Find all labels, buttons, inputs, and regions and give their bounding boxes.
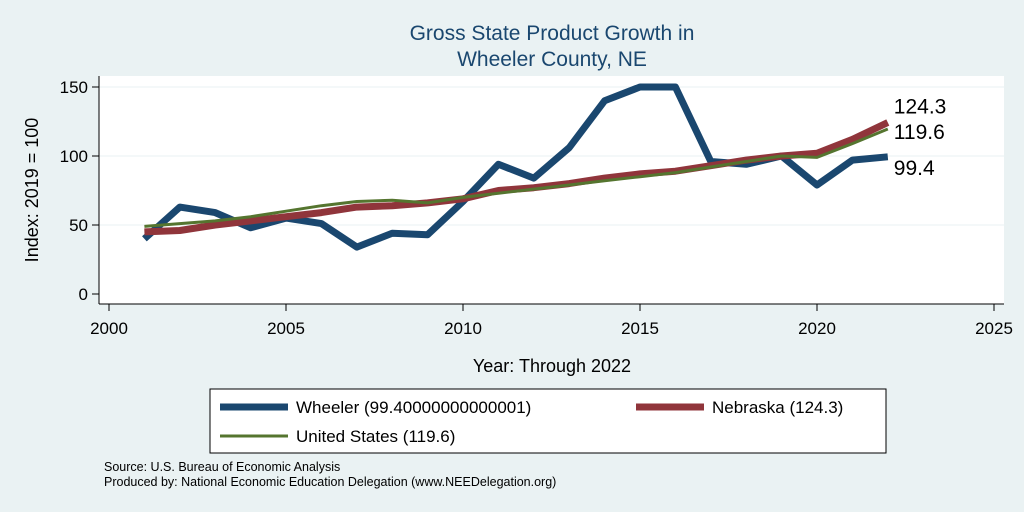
x-tick-label: 2015 xyxy=(621,319,659,338)
series-line-united-states xyxy=(144,127,889,228)
x-tick-label: 2020 xyxy=(798,319,836,338)
legend-box xyxy=(209,388,887,454)
x-tick-label: 2010 xyxy=(444,319,482,338)
chart-title-line-1: Gross State Product Growth in xyxy=(410,22,695,45)
produced-by-note: Produced by: National Economic Education… xyxy=(104,475,556,489)
plot-area xyxy=(99,76,1004,304)
chart-title-line-2: Wheeler County, NE xyxy=(457,48,647,71)
legend-label-nebraska: Nebraska (124.3) xyxy=(712,398,843,417)
x-axis-title: Year: Through 2022 xyxy=(473,356,631,376)
y-axis-title: Index: 2019 = 100 xyxy=(22,118,42,263)
source-note: Source: U.S. Bureau of Economic Analysis xyxy=(104,460,340,474)
series-lines xyxy=(142,83,890,251)
end-label-wheeler: 99.4 xyxy=(894,157,935,180)
end-label-nebraska: 124.3 xyxy=(894,95,947,118)
y-tick-label: 50 xyxy=(69,216,88,235)
end-labels: 124.3 119.6 99.4 xyxy=(894,95,947,179)
x-tick-label: 2025 xyxy=(975,319,1013,338)
x-tick-label: 2000 xyxy=(90,319,128,338)
y-tick-label: 0 xyxy=(79,285,88,304)
legend-label-wheeler: Wheeler (99.40000000000001) xyxy=(296,398,531,417)
axis-ticks: 0 50 100 150 2000 2005 2010 2015 2020 2025 xyxy=(60,78,1013,338)
y-tick-label: 150 xyxy=(60,78,88,97)
x-tick-label: 2005 xyxy=(267,319,305,338)
y-tick-label: 100 xyxy=(60,147,88,166)
legend-label-united-states: United States (119.6) xyxy=(296,427,455,446)
end-label-united-states: 119.6 xyxy=(894,121,945,144)
